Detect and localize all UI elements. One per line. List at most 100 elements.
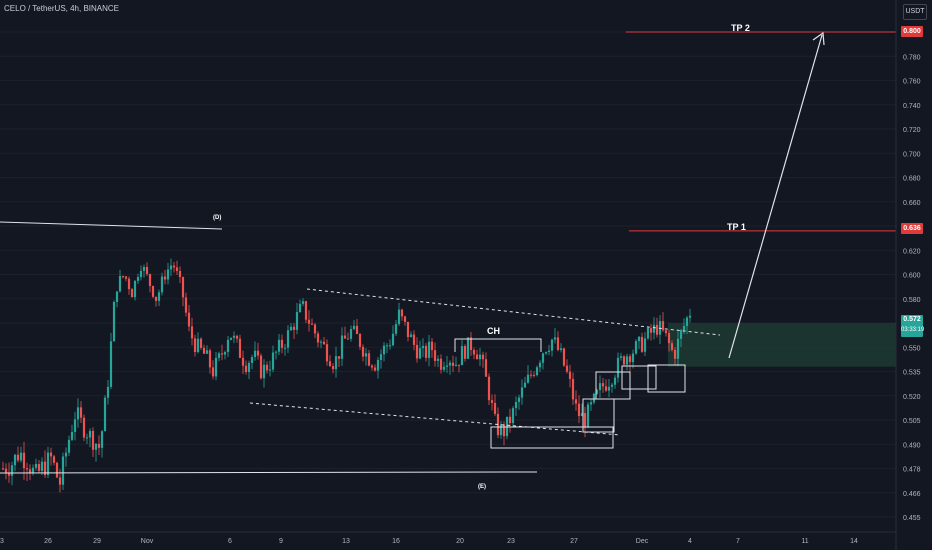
candle-body (295, 312, 299, 330)
candle-body (436, 358, 440, 361)
candle-body (427, 341, 431, 358)
candle-body (412, 334, 416, 345)
candle-body (352, 325, 356, 330)
candle-body (310, 323, 314, 325)
candle-body (478, 354, 482, 360)
candle-body (223, 352, 227, 355)
y-tick-label: 0.660 (903, 200, 921, 207)
candle-body (247, 362, 251, 373)
candle-body (595, 390, 599, 394)
candle-body (556, 337, 560, 350)
candle-body (94, 443, 98, 450)
x-tick-label: 16 (392, 538, 400, 545)
candle-body (49, 452, 53, 457)
candle-body (67, 439, 71, 453)
candle-body (82, 417, 86, 438)
candle-body (433, 350, 437, 361)
candle-body (676, 338, 680, 359)
candle-body (373, 367, 377, 371)
candle-body (610, 384, 614, 387)
candle-body (397, 309, 401, 325)
candle-body (34, 463, 38, 468)
candle-body (163, 276, 167, 280)
candle-body (307, 319, 311, 324)
candle-body (52, 456, 56, 463)
candle-body (541, 353, 545, 363)
candle-body (358, 334, 362, 347)
candle-body (55, 462, 59, 478)
candle-body (388, 345, 392, 347)
candle-body (13, 454, 17, 466)
candle-body (655, 324, 659, 335)
y-tick-label: 0.700 (903, 151, 921, 158)
structure-box (490, 426, 614, 449)
candle-body (355, 325, 359, 335)
candle-body (319, 341, 323, 343)
candle-body (25, 468, 29, 470)
candle-body (670, 343, 674, 350)
y-tick-label: 0.550 (903, 345, 921, 352)
candle-body (7, 473, 11, 476)
candle-body (169, 265, 173, 270)
candle-body (640, 336, 644, 352)
candle-body (343, 335, 347, 339)
candle-body (85, 437, 89, 439)
candle-body (394, 324, 398, 334)
candle-body (586, 404, 590, 428)
candle-body (151, 286, 155, 297)
structure-box (647, 364, 686, 393)
candle-body (550, 339, 554, 351)
x-tick-label: 3 (0, 538, 4, 545)
candle-body (469, 337, 473, 350)
candle-body (463, 346, 467, 359)
x-tick-label: 23 (507, 538, 515, 545)
candle-body (520, 387, 524, 398)
candle-body (97, 443, 101, 448)
chart-grid (0, 31, 896, 518)
tp1-label: TP 1 (727, 222, 746, 232)
candle-body (547, 350, 551, 353)
candle-body (688, 315, 692, 318)
candle-body (40, 461, 44, 471)
candle-body (406, 321, 410, 338)
candle-body (259, 355, 263, 379)
candle-body (535, 367, 539, 376)
candle-body (514, 402, 518, 409)
candle-body (448, 362, 452, 366)
candle-body (607, 386, 611, 391)
candle-body (130, 289, 134, 298)
candle-body (379, 354, 383, 360)
candle-body (70, 431, 74, 440)
candle-body (226, 339, 230, 353)
candle-body (187, 312, 191, 327)
candle-body (256, 350, 260, 356)
candle-body (268, 369, 272, 371)
candle-body (385, 345, 389, 347)
projection-arrow (728, 34, 823, 359)
structure-box (621, 365, 657, 390)
x-tick-label: 4 (688, 538, 692, 545)
entry-zone-box (668, 323, 896, 367)
y-tick-label: 0.580 (903, 297, 921, 304)
candle-body (190, 326, 194, 339)
candle-body (217, 353, 221, 358)
pattern-lines (0, 31, 896, 474)
y-tick-label: 0.680 (903, 176, 921, 183)
candle-body (166, 269, 170, 280)
candle-body (181, 277, 185, 298)
candle-body (421, 346, 425, 349)
triangle-lower-line (249, 402, 621, 436)
candle-body (271, 352, 275, 370)
candle-body (445, 365, 449, 367)
candle-body (481, 354, 485, 360)
candle-body (196, 338, 200, 352)
candle-body (571, 378, 575, 400)
candle-body (367, 353, 371, 366)
candle-body (418, 348, 422, 359)
unit-button[interactable]: USDT (903, 4, 927, 20)
x-tick-label: 9 (279, 538, 283, 545)
candle-body (241, 357, 245, 366)
projection-arrowhead (812, 31, 825, 46)
candle-body (127, 278, 131, 290)
